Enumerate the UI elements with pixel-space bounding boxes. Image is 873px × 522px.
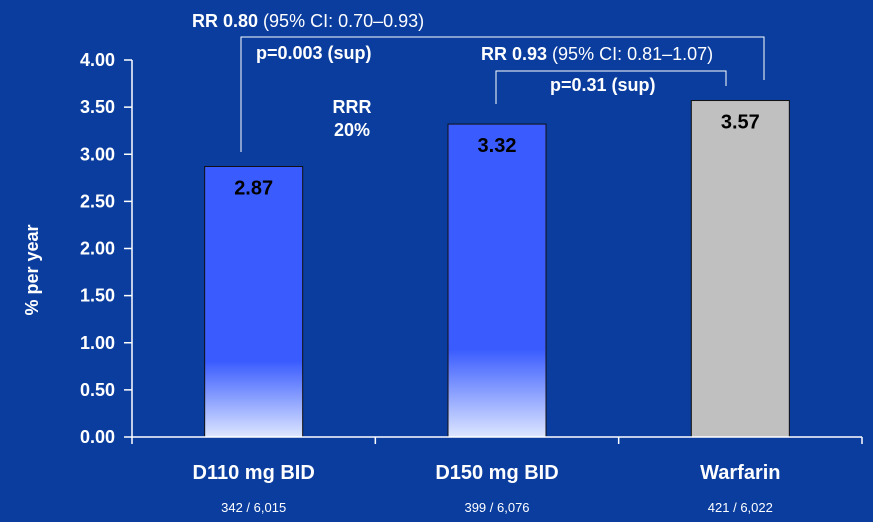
bar-value-label: 3.57 (721, 112, 760, 134)
y-tick-label: 1.50 (80, 286, 115, 306)
rrr-value: 20% (334, 120, 370, 140)
x-sublabel-events: 399 / 6,076 (464, 500, 529, 515)
bar-value-label: 2.87 (234, 178, 273, 200)
y-tick-label: 3.00 (80, 144, 115, 164)
x-sublabel-events: 421 / 6,022 (708, 500, 773, 515)
comparison-bracket-d150-warfarin (495, 70, 727, 104)
y-tick-label: 4.00 (80, 50, 115, 70)
y-tick-label: 0.50 (80, 380, 115, 400)
p-value-d150: p=0.31 (sup) (550, 75, 656, 95)
y-tick-label: 1.00 (80, 333, 115, 353)
x-category-label: D150 mg BID (435, 462, 558, 484)
x-category-label: D110 mg BID (193, 462, 315, 484)
x-category-label: Warfarin (700, 462, 780, 484)
x-sublabel-events: 342 / 6,015 (221, 500, 286, 515)
bar-d150-mg-bid (447, 123, 547, 438)
bar-d110-mg-bid (204, 166, 304, 438)
rr-annotation-d110: RR 0.80 (95% CI: 0.70–0.93) (192, 11, 424, 31)
bar-warfarin (690, 100, 790, 438)
p-value-d110: p=0.003 (sup) (256, 43, 372, 63)
y-tick-label: 2.00 (80, 239, 115, 259)
comparison-bracket-d110-warfarin (240, 36, 765, 152)
y-tick-label: 3.50 (80, 97, 115, 117)
rr-annotation-d150: RR 0.93 (95% CI: 0.81–1.07) (481, 44, 713, 64)
bar-value-label: 3.32 (478, 135, 517, 157)
y-tick-label: 0.00 (80, 427, 115, 447)
y-tick-label: 2.50 (80, 191, 115, 211)
rrr-label: RRR (333, 97, 372, 117)
y-axis-title: % per year (22, 224, 42, 315)
